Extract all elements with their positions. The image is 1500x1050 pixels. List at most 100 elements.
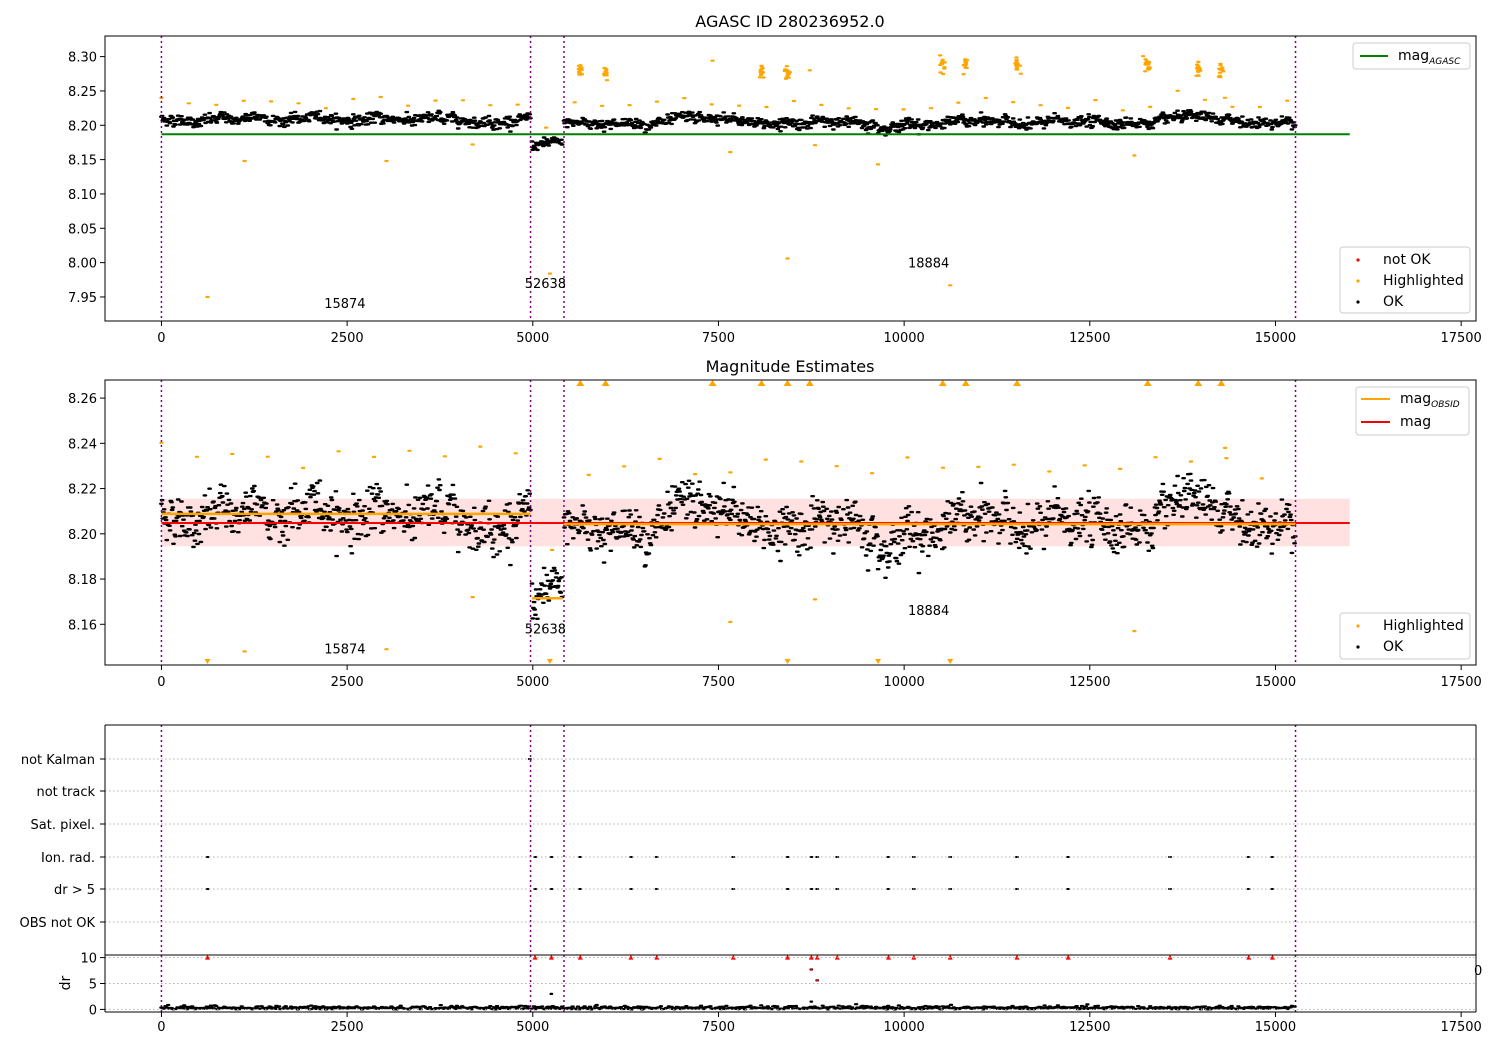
legend-label-mag-obsid: magOBSID bbox=[1400, 391, 1460, 410]
legend-swatch-not-ok bbox=[1356, 258, 1360, 262]
dr-capped-marker bbox=[1246, 954, 1252, 960]
panel3-axes: not Kalman not track Sat. pixel. Ion. rad. d… bbox=[20, 724, 1477, 955]
highlighted-clipped-marker bbox=[784, 659, 791, 664]
x-tick-label: 12500 bbox=[1069, 675, 1110, 690]
obsid-label: 18884 bbox=[908, 604, 949, 619]
dr-capped-marker bbox=[785, 954, 791, 960]
y-tick-label: 8.26 bbox=[68, 392, 97, 407]
legend-swatch-highlighted bbox=[1356, 624, 1360, 628]
x-tick-label: 7500 bbox=[702, 1020, 735, 1035]
dr-capped-marker bbox=[628, 954, 634, 960]
panel1-axes: 0 2500 5000 7500 10000 12500 15000 17500 7.95 8.0… bbox=[68, 35, 1482, 346]
dr-capped-marker bbox=[577, 954, 583, 960]
y-tick-label: 5 bbox=[89, 978, 97, 993]
obsid-label: 18884 bbox=[908, 256, 949, 271]
dr-capped-marker bbox=[1270, 954, 1276, 960]
dr-capped-marker bbox=[204, 954, 210, 960]
highlighted-clipped-marker bbox=[947, 659, 954, 664]
y-tick-label: 8.05 bbox=[68, 222, 97, 237]
panel2-points bbox=[159, 380, 1298, 664]
dr-outlier-point bbox=[810, 968, 813, 971]
legend-swatch-ok bbox=[1356, 645, 1360, 649]
ok-points bbox=[159, 472, 1298, 620]
x-tick-label: 17500 bbox=[1440, 331, 1481, 346]
x-tick-label: 2500 bbox=[331, 331, 364, 346]
obsid-label: 52638 bbox=[525, 622, 566, 637]
y-tick-label: 8.22 bbox=[68, 483, 97, 498]
panel2-title: Magnitude Estimates bbox=[706, 357, 875, 376]
x-tick-label: 10000 bbox=[883, 675, 924, 690]
x-tick-label: 12500 bbox=[1069, 331, 1110, 346]
panel4-axes: 0 5 10 0 2500 5000 7500 10000 12500 15000 17500 bbox=[80, 952, 1481, 1035]
x-tick-label: 0 bbox=[157, 675, 165, 690]
legend-frame bbox=[1339, 612, 1471, 660]
legend-label-highlighted: Highlighted bbox=[1383, 273, 1464, 289]
highlighted-clipped-marker bbox=[1013, 380, 1022, 386]
highlighted-clipped-marker bbox=[576, 380, 585, 386]
panel1-legend-status: not OK Highlighted OK bbox=[1339, 246, 1471, 314]
y-tick-label: 10 bbox=[80, 952, 97, 967]
y-tick-label: 8.18 bbox=[68, 573, 97, 588]
panel2-lines: 15874 52638 18884 bbox=[160, 380, 1350, 665]
highlighted-points bbox=[159, 441, 1264, 653]
obsid-label: 52638 bbox=[525, 277, 566, 292]
flag-category-label: not Kalman bbox=[21, 753, 95, 768]
obsid-label: 15874 bbox=[324, 297, 365, 312]
x-tick-label: 5000 bbox=[516, 1020, 549, 1035]
highlighted-clipped-marker bbox=[805, 380, 814, 386]
flags-panel: not Kalman not track Sat. pixel. Ion. rad. d… bbox=[20, 724, 1477, 955]
legend-label-highlighted: Highlighted bbox=[1383, 618, 1464, 634]
legend-frame bbox=[1339, 246, 1471, 314]
y-tick-label: 8.00 bbox=[68, 257, 97, 272]
x-tick-label: 15000 bbox=[1255, 331, 1296, 346]
panel1-legend-mag-agasc: magAGASC bbox=[1352, 42, 1471, 70]
agasc-magnitude-panel: AGASC ID 280236952.0 15874 52638 18884 0 25… bbox=[68, 12, 1482, 346]
legend-label-ok: OK bbox=[1383, 294, 1404, 310]
highlighted-clipped-marker bbox=[1194, 380, 1203, 386]
legend-label-mag-agasc: magAGASC bbox=[1398, 48, 1461, 67]
x-tick-label: 2500 bbox=[331, 675, 364, 690]
x-tick-label: 0 bbox=[157, 1020, 165, 1035]
flag-category-label: dr > 5 bbox=[54, 883, 95, 898]
panel2-legend-mag: magOBSID mag bbox=[1355, 386, 1470, 436]
x-tick-label: 15000 bbox=[1255, 1020, 1296, 1035]
highlighted-clipped-marker bbox=[875, 659, 882, 664]
highlighted-clipped-marker bbox=[204, 659, 211, 664]
legend-label-ok: OK bbox=[1383, 639, 1404, 655]
flag-category-label: Sat. pixel. bbox=[31, 818, 95, 833]
panel3-stray-tick-label: 0 bbox=[1474, 964, 1482, 979]
flag-category-label: OBS not OK bbox=[20, 916, 96, 931]
legend-frame bbox=[1352, 42, 1471, 70]
x-tick-label: 15000 bbox=[1255, 675, 1296, 690]
highlighted-clipped-marker bbox=[546, 659, 553, 664]
x-tick-label: 12500 bbox=[1069, 1020, 1110, 1035]
x-tick-label: 10000 bbox=[883, 1020, 924, 1035]
highlighted-clipped-marker bbox=[1143, 380, 1152, 386]
dr-capped-marker bbox=[808, 954, 814, 960]
axes-frame bbox=[104, 379, 1477, 666]
panel1-points bbox=[159, 54, 1298, 299]
x-tick-label: 7500 bbox=[702, 675, 735, 690]
y-tick-label: 8.25 bbox=[68, 85, 97, 100]
magnitude-estimates-panel: Magnitude Estimates 15874 52638 18884 0 250… bbox=[68, 357, 1482, 690]
axes-frame bbox=[104, 35, 1477, 322]
x-tick-label: 7500 bbox=[702, 331, 735, 346]
y-tick-label: 8.15 bbox=[68, 154, 97, 169]
dr-capped-marker bbox=[548, 954, 554, 960]
flag-category-label: Ion. rad. bbox=[41, 851, 95, 866]
y-tick-label: 8.16 bbox=[68, 618, 97, 633]
legend-label-not-ok: not OK bbox=[1383, 252, 1431, 268]
x-tick-label: 10000 bbox=[883, 331, 924, 346]
panel4-y-axis-label: dr bbox=[58, 975, 74, 990]
panel2-axes: 0 2500 5000 7500 10000 12500 15000 17500 8.16 8.1… bbox=[68, 379, 1482, 690]
legend-swatch-ok bbox=[1356, 300, 1360, 304]
highlighted-clipped-marker bbox=[757, 380, 766, 386]
x-tick-label: 17500 bbox=[1440, 675, 1481, 690]
dr-capped-marker bbox=[654, 954, 660, 960]
y-tick-label: 8.20 bbox=[68, 119, 97, 134]
dr-capped-marker bbox=[886, 954, 892, 960]
legend-label-mag: mag bbox=[1400, 414, 1431, 430]
panel1-lines: 15874 52638 18884 bbox=[160, 36, 1350, 321]
flag-category-label: not track bbox=[36, 785, 95, 800]
